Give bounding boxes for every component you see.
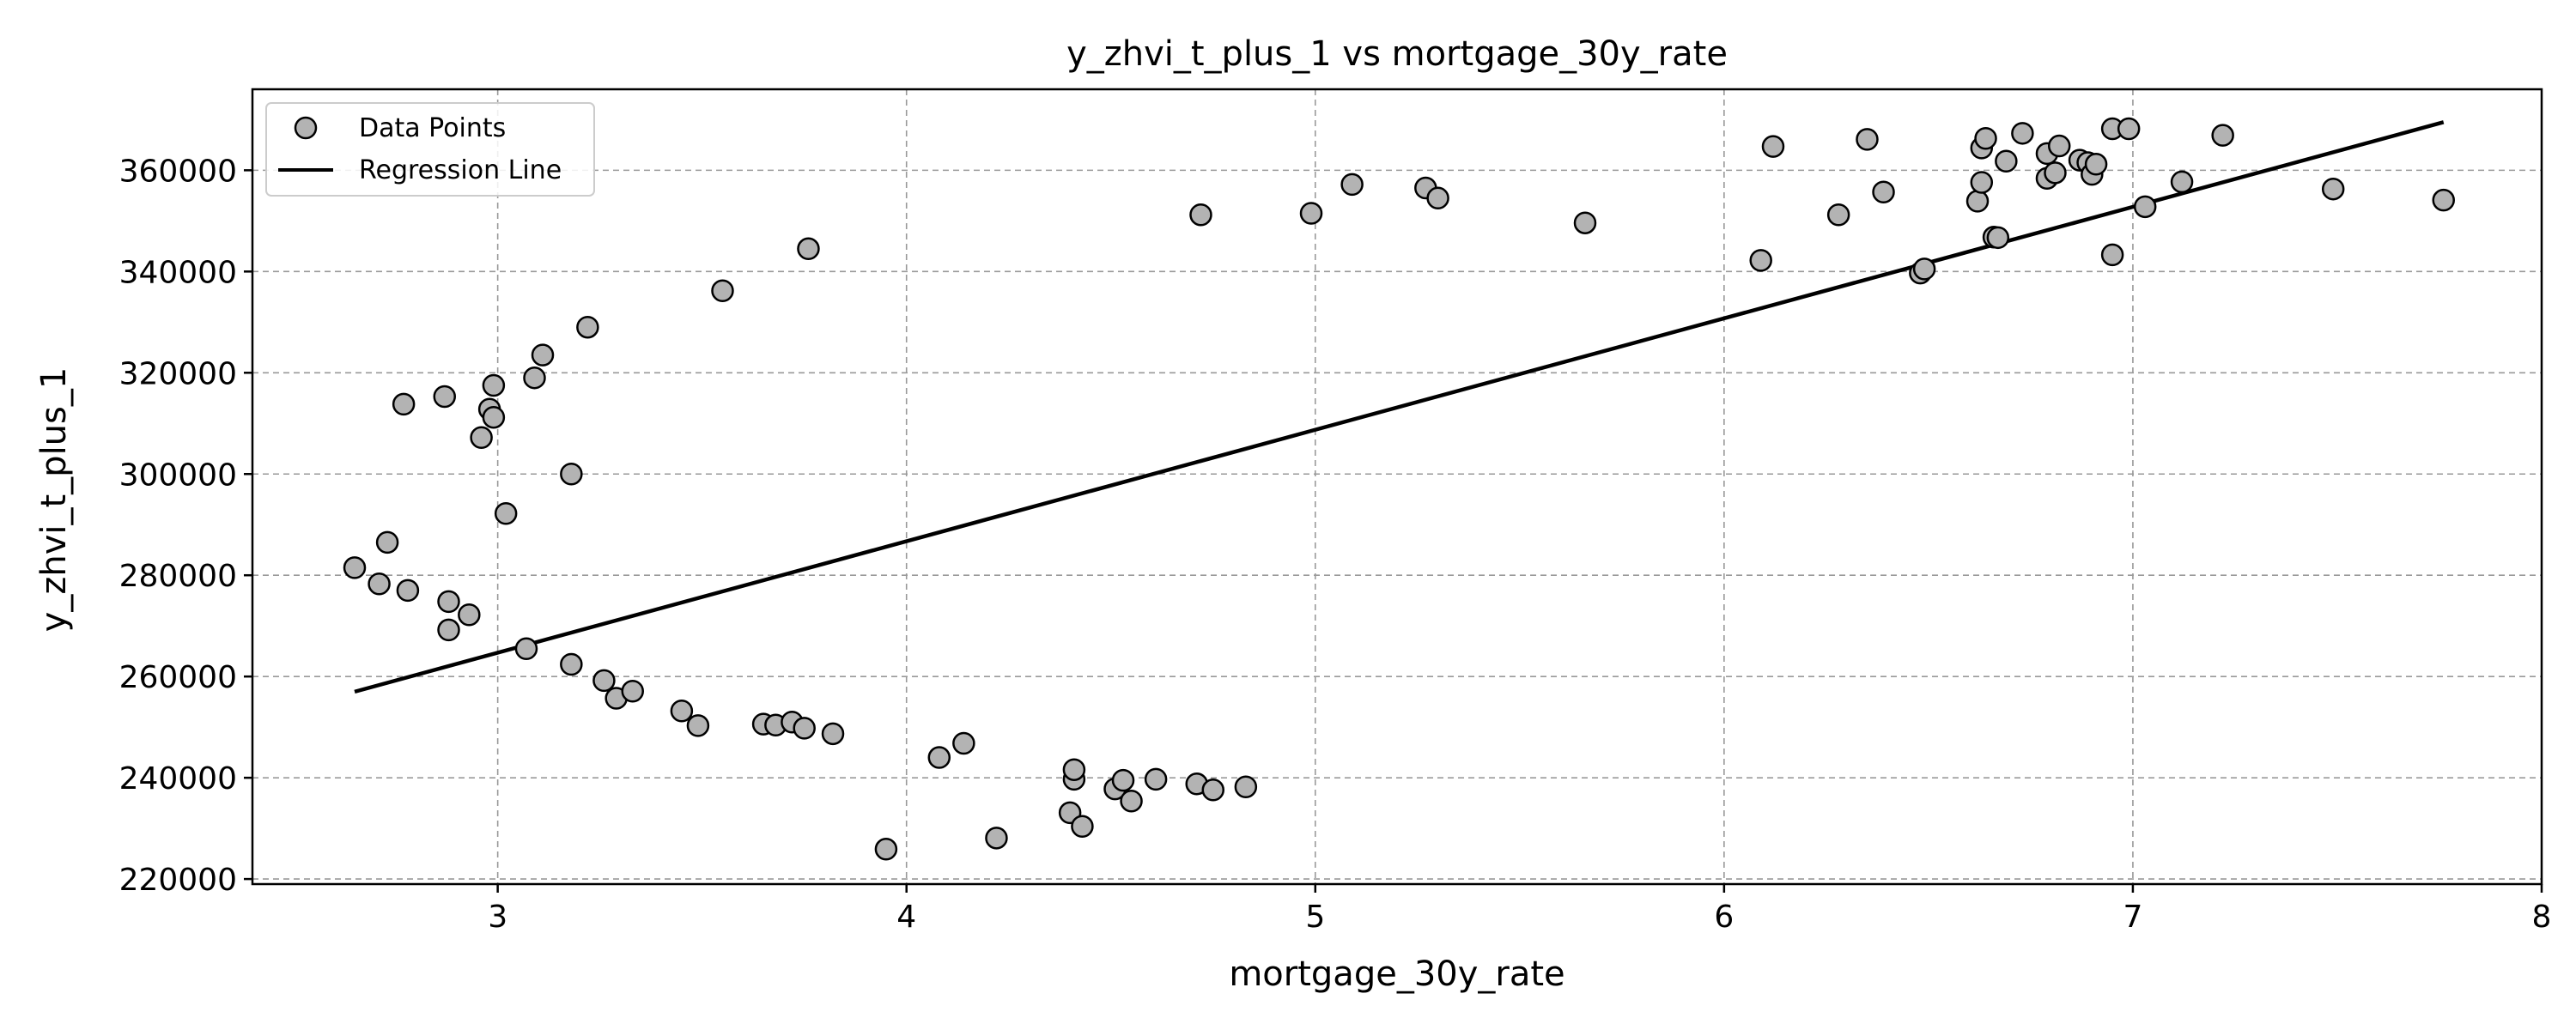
- data-point: [560, 652, 583, 676]
- data-point: [2432, 188, 2455, 212]
- data-point: [1912, 258, 1936, 281]
- data-point: [821, 722, 845, 746]
- data-point: [686, 714, 710, 737]
- data-point: [1426, 186, 1449, 210]
- x-tick-label: 3: [488, 900, 507, 935]
- y-tick-label: 260000: [119, 660, 237, 695]
- legend: Data Points Regression Line: [265, 102, 595, 197]
- data-point: [396, 579, 420, 603]
- data-point: [621, 680, 644, 703]
- regression-line: [354, 120, 2445, 694]
- data-point: [1970, 171, 1994, 194]
- data-point: [985, 827, 1008, 850]
- data-point: [1071, 815, 1094, 839]
- data-point: [670, 700, 694, 723]
- data-point: [2084, 153, 2108, 176]
- y-tick-label: 280000: [119, 559, 237, 594]
- data-point: [1573, 211, 1597, 234]
- legend-label-data-points: Data Points: [359, 113, 506, 143]
- data-point: [523, 366, 546, 390]
- chart-title: y_zhvi_t_plus_1 vs mortgage_30y_rate: [1066, 34, 1728, 74]
- x-tick-label: 6: [1714, 900, 1734, 935]
- data-point: [797, 237, 820, 261]
- data-point: [2211, 124, 2234, 147]
- data-point: [1826, 203, 1850, 227]
- y-tick-label: 320000: [119, 356, 237, 391]
- data-point: [1995, 149, 2018, 173]
- y-tick-label: 240000: [119, 761, 237, 797]
- data-point: [2133, 195, 2157, 219]
- data-point: [793, 717, 816, 740]
- y-axis-label: y_zhvi_t_plus_1: [34, 367, 74, 633]
- y-axis-ticks: 220000 240000 260000 280000 300000 320000 3400…: [119, 154, 252, 898]
- data-point: [952, 731, 975, 755]
- data-point: [470, 426, 493, 450]
- data-point: [2100, 243, 2124, 267]
- data-point: [2044, 161, 2067, 185]
- data-point: [2011, 122, 2034, 145]
- data-point: [2321, 177, 2345, 201]
- data-point: [1749, 249, 1772, 272]
- data-point: [482, 373, 506, 397]
- x-tick-label: 7: [2123, 900, 2142, 935]
- data-point: [874, 838, 898, 861]
- legend-label-regression-line: Regression Line: [359, 155, 562, 185]
- data-point: [2047, 134, 2071, 158]
- data-point: [531, 343, 555, 367]
- data-point: [1965, 190, 1990, 213]
- data-points: [343, 117, 2455, 861]
- y-tick-label: 300000: [119, 457, 237, 493]
- data-point: [927, 746, 951, 769]
- legend-box: [265, 102, 595, 197]
- data-point: [1872, 180, 1895, 203]
- grid-lines: [252, 89, 2543, 884]
- data-point: [1062, 758, 1086, 781]
- data-point: [1856, 128, 1879, 151]
- data-point: [1299, 202, 1323, 225]
- data-point: [375, 530, 399, 554]
- data-point: [560, 463, 583, 486]
- data-point: [437, 590, 460, 614]
- y-tick-label: 220000: [119, 863, 237, 898]
- x-tick-label: 5: [1305, 900, 1325, 935]
- plot-frame: [251, 88, 2543, 886]
- data-point: [1340, 173, 1364, 197]
- data-point: [1144, 767, 1168, 791]
- data-point: [514, 637, 538, 660]
- data-point: [1201, 779, 1225, 802]
- x-tick-label: 8: [2532, 900, 2552, 935]
- data-point: [1761, 135, 1785, 158]
- data-point: [368, 572, 391, 596]
- x-axis-ticks: 3 4 5 6 7 8: [488, 884, 2551, 935]
- data-point: [576, 315, 599, 339]
- data-point: [1111, 768, 1135, 792]
- data-point: [2117, 117, 2141, 141]
- y-tick-label: 340000: [119, 255, 237, 290]
- data-point: [1234, 775, 1258, 799]
- regression-line-group: [354, 120, 2445, 694]
- data-point: [343, 556, 367, 579]
- data-point: [437, 618, 460, 642]
- data-point: [392, 392, 416, 416]
- data-point: [1974, 126, 1997, 150]
- data-point: [458, 603, 481, 627]
- data-point: [2170, 170, 2194, 194]
- data-point: [592, 669, 616, 693]
- data-point: [711, 279, 734, 302]
- data-point: [1189, 203, 1212, 227]
- x-axis-label: mortgage_30y_rate: [1229, 954, 1564, 994]
- legend-marker-data-points: [294, 116, 318, 140]
- data-point: [1120, 790, 1143, 813]
- y-tick-label: 360000: [119, 154, 237, 189]
- data-point: [482, 405, 506, 429]
- x-tick-label: 4: [896, 900, 916, 935]
- data-point: [494, 502, 518, 525]
- data-point: [433, 385, 457, 409]
- data-point: [1986, 226, 2010, 250]
